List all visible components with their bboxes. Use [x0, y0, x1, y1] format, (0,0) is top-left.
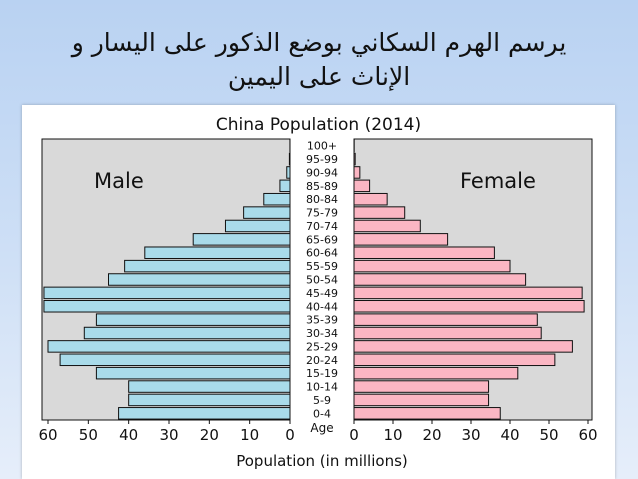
- female-bar: [353, 206, 406, 219]
- male-bar: [95, 313, 291, 326]
- male-bar: [263, 192, 291, 206]
- male-bar: [192, 233, 291, 246]
- female-bar: [353, 273, 527, 286]
- female-x-tick-label: 10: [383, 426, 402, 444]
- chart-canvas: China Population (2014)0-45-910-1415-192…: [38, 115, 597, 470]
- age-group-label: 85-89: [306, 180, 338, 193]
- female-x-tick-label: 20: [422, 426, 441, 444]
- age-group-label: 5-9: [313, 394, 331, 407]
- female-bar: [353, 233, 449, 246]
- male-bar: [95, 366, 291, 380]
- male-bar: [108, 273, 291, 286]
- male-bar: [128, 393, 291, 407]
- female-x-tick-label: 30: [461, 426, 480, 444]
- male-bar: [43, 300, 291, 313]
- age-group-label: 70-74: [306, 220, 338, 233]
- male-series-label: Male: [94, 169, 144, 193]
- age-group-label: 25-29: [306, 340, 338, 353]
- male-bar: [224, 219, 291, 233]
- female-series-label: Female: [460, 169, 536, 193]
- age-group-label: 65-69: [306, 233, 338, 246]
- slide-title: يرسم الهرم السكاني بوضع الذكور على اليسا…: [0, 26, 638, 94]
- age-group-label: 80-84: [306, 193, 338, 206]
- male-x-tick-label: 10: [240, 426, 259, 444]
- female-bar: [353, 353, 556, 367]
- age-group-label: 30-34: [306, 327, 338, 340]
- male-bar: [47, 340, 291, 353]
- male-x-tick-label: 20: [200, 426, 219, 444]
- age-group-label: 60-64: [306, 247, 338, 260]
- male-x-tick-label: 0: [285, 426, 295, 444]
- female-bar: [353, 192, 388, 206]
- age-group-label: 95-99: [306, 153, 338, 166]
- female-x-tick-label: 50: [539, 426, 558, 444]
- male-bar: [124, 259, 291, 273]
- male-bar: [243, 206, 291, 219]
- male-bar: [43, 286, 291, 300]
- age-group-label: 15-19: [306, 367, 338, 380]
- male-x-tick-label: 60: [38, 426, 57, 444]
- female-x-tick-label: 0: [349, 426, 359, 444]
- age-group-label: 0-4: [313, 407, 331, 420]
- male-bar: [59, 353, 291, 367]
- female-x-tick-label: 60: [578, 426, 597, 444]
- male-bar: [288, 152, 291, 166]
- female-bar: [353, 326, 542, 340]
- female-bar: [353, 246, 495, 259]
- age-group-label: 35-39: [306, 314, 338, 327]
- female-bar: [353, 219, 421, 233]
- population-pyramid-chart: China Population (2014) 0-4 5-9 10-14 15-19 2…: [22, 105, 615, 479]
- male-bar: [286, 166, 291, 179]
- male-x-tick-label: 40: [119, 426, 138, 444]
- female-bar: [353, 393, 490, 407]
- female-bar: [353, 152, 356, 166]
- female-x-tick-label: 40: [500, 426, 519, 444]
- female-bar: [353, 286, 583, 300]
- age-group-label: 75-79: [306, 207, 338, 220]
- female-bar: [353, 179, 371, 193]
- male-bar: [279, 179, 291, 193]
- female-bar: [353, 300, 585, 313]
- female-bar: [353, 313, 538, 326]
- female-bar: [353, 380, 490, 393]
- slide-title-line-2: الإناث على اليمين: [227, 62, 411, 91]
- female-bar: [353, 407, 501, 420]
- age-group-label: 90-94: [306, 166, 338, 179]
- male-bar: [83, 326, 291, 340]
- age-group-label: 50-54: [306, 274, 338, 287]
- age-group-label: 55-59: [306, 260, 338, 273]
- age-group-label: 45-49: [306, 287, 338, 300]
- female-bar: [353, 366, 519, 380]
- chart-title: China Population (2014): [216, 115, 421, 135]
- female-bar: [353, 166, 361, 179]
- male-x-tick-label: 30: [159, 426, 178, 444]
- female-bar: [353, 340, 573, 353]
- male-x-tick-label: 50: [79, 426, 98, 444]
- age-group-label: 100+: [307, 140, 337, 153]
- female-bar: [353, 259, 511, 273]
- age-group-label: 20-24: [306, 354, 338, 367]
- male-bar: [118, 407, 291, 420]
- male-bar: [144, 246, 291, 259]
- slide-title-line-1: يرسم الهرم السكاني بوضع الذكور على اليسا…: [71, 28, 567, 57]
- age-axis-label: Age: [310, 421, 333, 435]
- age-group-label: 40-44: [306, 300, 338, 313]
- age-group-label: 10-14: [306, 381, 338, 394]
- male-bar: [128, 380, 291, 393]
- x-axis-label: Population (in millions): [236, 452, 408, 470]
